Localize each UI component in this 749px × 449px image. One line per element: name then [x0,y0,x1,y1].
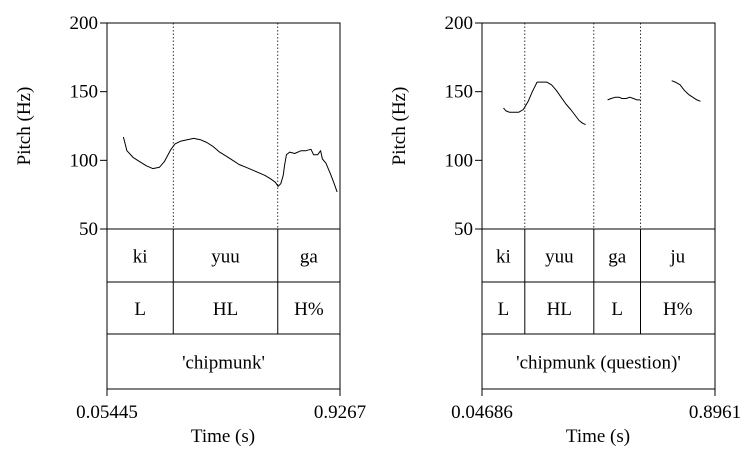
left-tier-labels: ki yuu ga L HL H% 'chipmunk' [133,247,324,374]
left-tier2-label: L [134,299,146,320]
right-x-tick-label-end: 0.8961 [689,402,741,423]
right-tier1-label: ju [669,247,685,268]
right-tier2-label: H% [663,299,693,320]
left-y-ticks: 50 100 150 200 [70,13,107,240]
right-y-tick-label: 150 [445,82,474,103]
right-pitch-curve [607,96,641,101]
left-y-tick-label: 100 [70,150,99,171]
left-y-tick-label: 200 [70,13,99,34]
left-tier2-label: H% [294,299,324,320]
left-x-tick-label-end: 0.9267 [314,402,366,423]
right-tier1-label: yuu [545,247,574,268]
left-plot-frame [106,22,341,390]
left-tier3-label: 'chipmunk' [182,353,265,374]
right-x-axis-label: Time (s) [566,426,630,447]
left-pitch-chart: 50 100 150 200 ki yuu ga L HL H% 'chipmunk' 0.054… [14,13,366,447]
right-pitch-chart: 50 100 150 200 ki yuu ga ju L HL L H% 'chipmunk (qu… [389,13,741,447]
right-pitch-curves [503,80,701,126]
left-y-axis-label: Pitch (Hz) [14,87,35,166]
right-y-ticks: 50 100 150 200 [445,13,482,240]
right-x-tick-label-start: 0.04686 [451,402,513,423]
left-x-axis-label: Time (s) [191,426,255,447]
right-tier3-label: 'chipmunk (question)' [516,353,681,374]
right-tier1-label: ki [496,247,511,268]
right-tier2-label: L [498,299,510,320]
left-y-tick-label: 150 [70,82,99,103]
right-tier2-label: HL [547,299,572,320]
left-tier1-label: ga [300,247,319,268]
right-y-tick-label: 100 [445,150,474,171]
right-y-axis-label: Pitch (Hz) [389,87,410,166]
right-plot-frame [481,22,716,390]
right-boundaries [524,23,642,334]
left-pitch-curves [122,136,338,193]
right-y-tick-label: 200 [445,13,474,34]
left-pitch-curve [122,136,338,193]
left-boundaries [172,23,279,334]
left-tier1-label: yuu [211,247,240,268]
right-y-tick-label: 50 [454,219,473,240]
right-tier2-label: L [611,299,623,320]
left-tier2-label: HL [213,299,238,320]
left-y-tick-label: 50 [79,219,98,240]
right-pitch-curve [503,81,586,126]
right-pitch-curve [671,80,701,102]
left-tier1-label: ki [133,247,148,268]
right-tier-labels: ki yuu ga ju L HL L H% 'chipmunk (question)' [496,247,693,374]
right-tier1-label: ga [608,247,627,268]
left-x-tick-label-start: 0.05445 [76,402,138,423]
